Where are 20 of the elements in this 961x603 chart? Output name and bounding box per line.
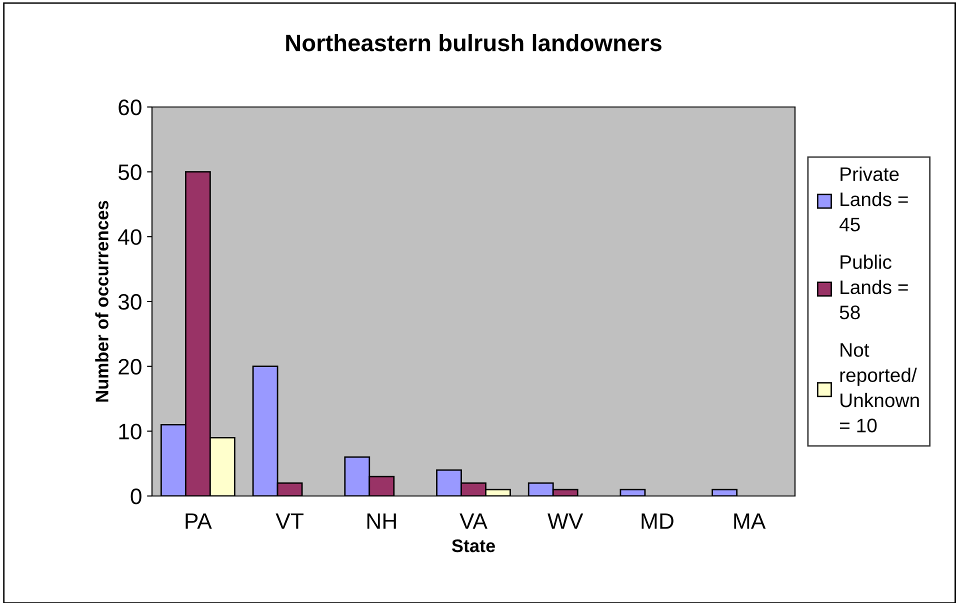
y-axis-title: Number of occurrences bbox=[95, 200, 108, 402]
y-tick-label: 60 bbox=[118, 100, 142, 116]
x-tick-label: MA bbox=[734, 513, 766, 529]
x-tick-label: NH bbox=[367, 513, 396, 529]
legend-label: Public Lands = 58 bbox=[840, 254, 908, 320]
legend-label: Not reported/ Unknown = 10 bbox=[840, 343, 919, 432]
x-tick-label: MD bbox=[642, 513, 674, 529]
y-tick-label: 50 bbox=[118, 164, 142, 180]
y-tick-label: 10 bbox=[119, 424, 142, 440]
x-axis-title: State bbox=[452, 539, 495, 552]
y-tick-label: 20 bbox=[118, 358, 142, 375]
x-tick-label: VA bbox=[460, 513, 488, 529]
x-tick-label: VT bbox=[276, 513, 304, 529]
y-tick-label: 30 bbox=[118, 294, 142, 310]
legend-label: Private Lands = 45 bbox=[839, 166, 908, 232]
y-tick-label: 0 bbox=[130, 488, 142, 504]
x-tick-label: PA bbox=[186, 513, 212, 529]
y-tick-label: 40 bbox=[118, 229, 142, 245]
chart-title: Northeastern bulrush landowners bbox=[286, 34, 662, 52]
x-tick-label: WV bbox=[548, 513, 584, 529]
